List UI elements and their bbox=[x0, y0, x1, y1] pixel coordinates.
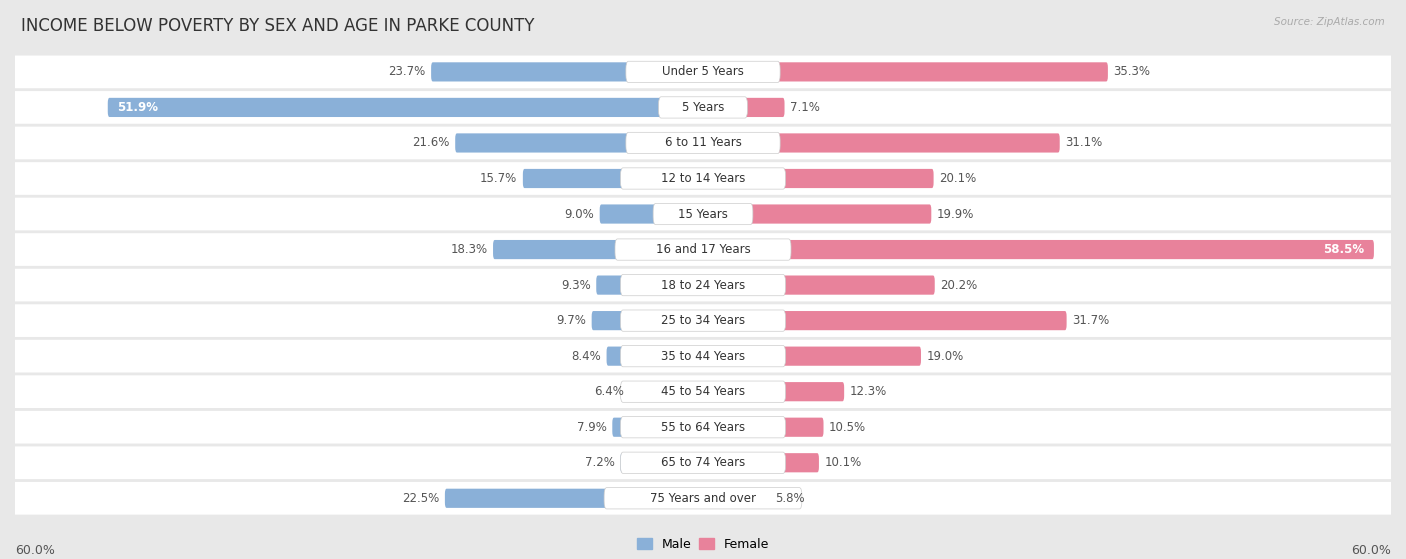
FancyBboxPatch shape bbox=[658, 97, 748, 118]
Text: 12.3%: 12.3% bbox=[849, 385, 887, 398]
FancyBboxPatch shape bbox=[654, 203, 752, 225]
FancyBboxPatch shape bbox=[15, 162, 1391, 195]
Text: 51.9%: 51.9% bbox=[117, 101, 157, 114]
FancyBboxPatch shape bbox=[620, 274, 786, 296]
FancyBboxPatch shape bbox=[15, 482, 1391, 515]
Text: 21.6%: 21.6% bbox=[412, 136, 450, 149]
Text: 55 to 64 Years: 55 to 64 Years bbox=[661, 421, 745, 434]
Text: 8.4%: 8.4% bbox=[571, 350, 600, 363]
Text: 9.7%: 9.7% bbox=[557, 314, 586, 327]
Text: 10.1%: 10.1% bbox=[824, 456, 862, 469]
Text: 12 to 14 Years: 12 to 14 Years bbox=[661, 172, 745, 185]
Text: 18 to 24 Years: 18 to 24 Years bbox=[661, 278, 745, 292]
Text: 20.1%: 20.1% bbox=[939, 172, 976, 185]
Text: 19.0%: 19.0% bbox=[927, 350, 965, 363]
FancyBboxPatch shape bbox=[620, 452, 786, 473]
FancyBboxPatch shape bbox=[15, 340, 1391, 372]
Text: 5 Years: 5 Years bbox=[682, 101, 724, 114]
Text: 19.9%: 19.9% bbox=[936, 207, 974, 220]
Text: 22.5%: 22.5% bbox=[402, 492, 439, 505]
FancyBboxPatch shape bbox=[108, 98, 703, 117]
FancyBboxPatch shape bbox=[703, 169, 934, 188]
Text: 75 Years and over: 75 Years and over bbox=[650, 492, 756, 505]
Text: 18.3%: 18.3% bbox=[450, 243, 488, 256]
FancyBboxPatch shape bbox=[703, 418, 824, 437]
FancyBboxPatch shape bbox=[620, 453, 703, 472]
Text: 7.1%: 7.1% bbox=[790, 101, 820, 114]
Text: 15 Years: 15 Years bbox=[678, 207, 728, 220]
Text: 25 to 34 Years: 25 to 34 Years bbox=[661, 314, 745, 327]
FancyBboxPatch shape bbox=[620, 310, 786, 331]
FancyBboxPatch shape bbox=[605, 487, 801, 509]
FancyBboxPatch shape bbox=[523, 169, 703, 188]
Text: 10.5%: 10.5% bbox=[830, 421, 866, 434]
FancyBboxPatch shape bbox=[494, 240, 703, 259]
Text: Under 5 Years: Under 5 Years bbox=[662, 65, 744, 78]
Text: 9.3%: 9.3% bbox=[561, 278, 591, 292]
FancyBboxPatch shape bbox=[703, 134, 1060, 153]
Text: 6 to 11 Years: 6 to 11 Years bbox=[665, 136, 741, 149]
FancyBboxPatch shape bbox=[620, 168, 786, 189]
Legend: Male, Female: Male, Female bbox=[631, 533, 775, 556]
FancyBboxPatch shape bbox=[15, 91, 1391, 124]
FancyBboxPatch shape bbox=[703, 240, 1374, 259]
Text: 5.8%: 5.8% bbox=[775, 492, 804, 505]
FancyBboxPatch shape bbox=[703, 98, 785, 117]
FancyBboxPatch shape bbox=[703, 347, 921, 366]
FancyBboxPatch shape bbox=[703, 205, 931, 224]
Text: 23.7%: 23.7% bbox=[388, 65, 426, 78]
FancyBboxPatch shape bbox=[703, 453, 818, 472]
Text: 60.0%: 60.0% bbox=[15, 544, 55, 557]
FancyBboxPatch shape bbox=[620, 416, 786, 438]
Text: 45 to 54 Years: 45 to 54 Years bbox=[661, 385, 745, 398]
Text: 15.7%: 15.7% bbox=[479, 172, 517, 185]
FancyBboxPatch shape bbox=[606, 347, 703, 366]
Text: 20.2%: 20.2% bbox=[941, 278, 977, 292]
FancyBboxPatch shape bbox=[596, 276, 703, 295]
FancyBboxPatch shape bbox=[703, 311, 1067, 330]
Text: 31.1%: 31.1% bbox=[1066, 136, 1102, 149]
FancyBboxPatch shape bbox=[620, 381, 786, 402]
FancyBboxPatch shape bbox=[15, 269, 1391, 301]
FancyBboxPatch shape bbox=[456, 134, 703, 153]
Text: 31.7%: 31.7% bbox=[1073, 314, 1109, 327]
Text: 7.2%: 7.2% bbox=[585, 456, 614, 469]
FancyBboxPatch shape bbox=[630, 382, 703, 401]
FancyBboxPatch shape bbox=[15, 375, 1391, 408]
Text: Source: ZipAtlas.com: Source: ZipAtlas.com bbox=[1274, 17, 1385, 27]
FancyBboxPatch shape bbox=[15, 304, 1391, 337]
Text: 58.5%: 58.5% bbox=[1323, 243, 1365, 256]
Text: 35 to 44 Years: 35 to 44 Years bbox=[661, 350, 745, 363]
FancyBboxPatch shape bbox=[614, 239, 792, 260]
FancyBboxPatch shape bbox=[703, 62, 1108, 82]
FancyBboxPatch shape bbox=[15, 198, 1391, 230]
FancyBboxPatch shape bbox=[703, 382, 844, 401]
FancyBboxPatch shape bbox=[612, 418, 703, 437]
FancyBboxPatch shape bbox=[592, 311, 703, 330]
Text: 6.4%: 6.4% bbox=[593, 385, 624, 398]
FancyBboxPatch shape bbox=[15, 55, 1391, 88]
FancyBboxPatch shape bbox=[15, 127, 1391, 159]
Text: 65 to 74 Years: 65 to 74 Years bbox=[661, 456, 745, 469]
FancyBboxPatch shape bbox=[15, 447, 1391, 479]
FancyBboxPatch shape bbox=[703, 489, 769, 508]
FancyBboxPatch shape bbox=[703, 276, 935, 295]
FancyBboxPatch shape bbox=[626, 132, 780, 154]
Text: 9.0%: 9.0% bbox=[564, 207, 595, 220]
FancyBboxPatch shape bbox=[432, 62, 703, 82]
Text: 35.3%: 35.3% bbox=[1114, 65, 1150, 78]
Text: 16 and 17 Years: 16 and 17 Years bbox=[655, 243, 751, 256]
FancyBboxPatch shape bbox=[626, 61, 780, 83]
FancyBboxPatch shape bbox=[15, 411, 1391, 443]
Text: INCOME BELOW POVERTY BY SEX AND AGE IN PARKE COUNTY: INCOME BELOW POVERTY BY SEX AND AGE IN P… bbox=[21, 17, 534, 35]
FancyBboxPatch shape bbox=[620, 345, 786, 367]
FancyBboxPatch shape bbox=[444, 489, 703, 508]
FancyBboxPatch shape bbox=[15, 233, 1391, 266]
Text: 60.0%: 60.0% bbox=[1351, 544, 1391, 557]
Text: 7.9%: 7.9% bbox=[576, 421, 606, 434]
FancyBboxPatch shape bbox=[600, 205, 703, 224]
